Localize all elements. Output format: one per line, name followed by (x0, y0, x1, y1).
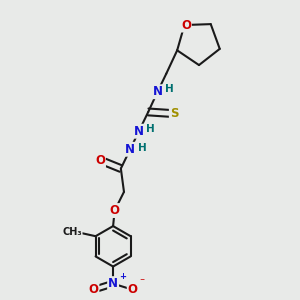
Text: O: O (128, 283, 138, 296)
Text: O: O (110, 204, 120, 217)
Text: S: S (170, 107, 178, 120)
Text: N: N (134, 125, 144, 138)
Text: CH₃: CH₃ (62, 226, 82, 236)
Text: O: O (95, 154, 105, 167)
Text: N: N (153, 85, 163, 98)
Text: H: H (165, 84, 174, 94)
Text: H: H (138, 143, 146, 153)
Text: O: O (88, 283, 98, 296)
Text: ⁻: ⁻ (139, 278, 144, 287)
Text: +: + (119, 272, 126, 281)
Text: N: N (125, 143, 135, 156)
Text: N: N (108, 277, 118, 290)
Text: O: O (181, 19, 191, 32)
Text: H: H (146, 124, 155, 134)
